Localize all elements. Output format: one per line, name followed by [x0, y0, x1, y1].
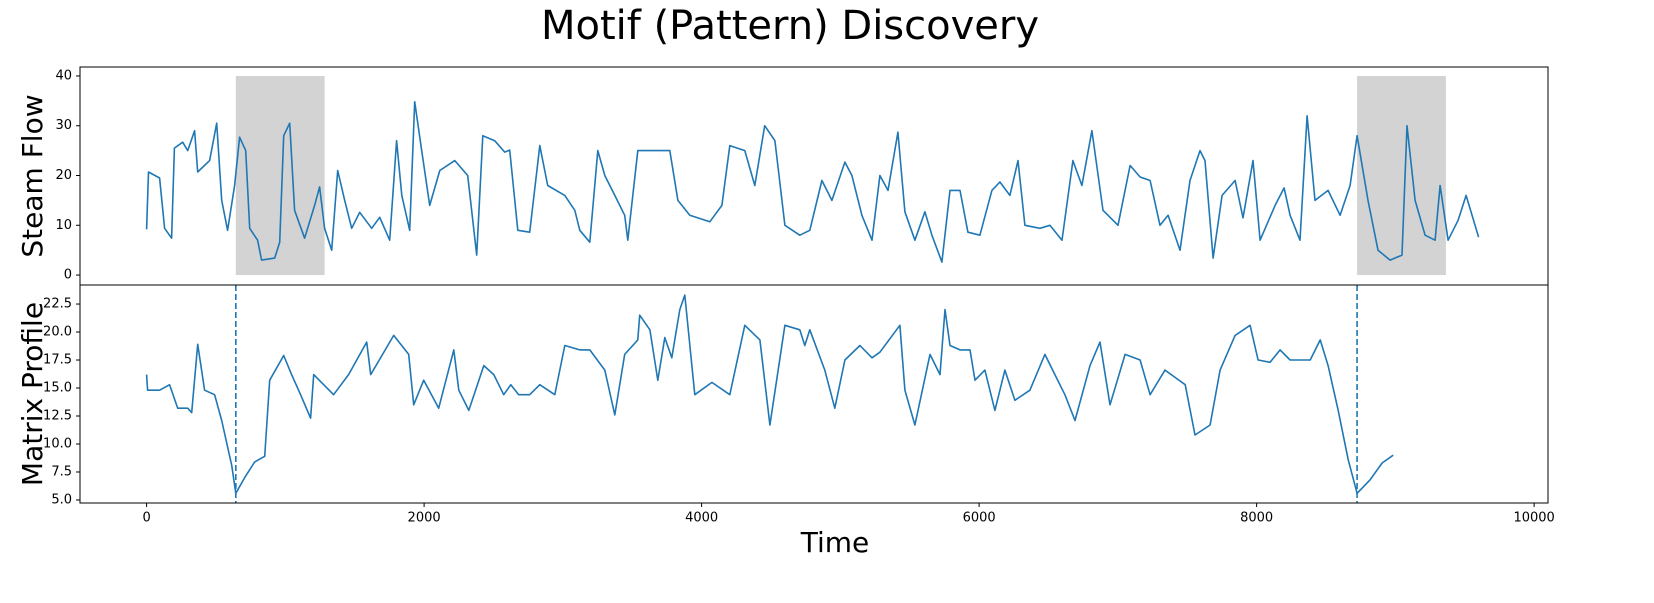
y-tick-label: 17.5 — [43, 353, 72, 368]
y-axis-label: Matrix Profile — [16, 302, 49, 486]
x-tick-label: 6000 — [963, 511, 996, 526]
y-tick-label: 40 — [55, 68, 72, 83]
y-tick-label: 0 — [64, 268, 72, 283]
motif-span — [235, 75, 325, 276]
motif-span — [1357, 75, 1446, 276]
plot-area — [145, 75, 1480, 276]
x-tick-label: 4000 — [685, 511, 718, 526]
y-tick-label: 7.5 — [51, 464, 72, 479]
y-tick-label: 20.0 — [43, 325, 72, 340]
data-line — [145, 294, 1394, 495]
x-tick-label: 10000 — [1513, 511, 1554, 526]
x-tick-label: 2000 — [408, 511, 441, 526]
y-axis-label: Steam Flow — [16, 94, 49, 257]
y-tick-label: 15.0 — [43, 381, 72, 396]
y-tick-label: 30 — [55, 118, 72, 133]
y-tick-label: 12.5 — [43, 409, 72, 424]
y-tick-label: 5.0 — [51, 492, 72, 507]
y-tick-label: 10.0 — [43, 436, 72, 451]
y-tick-label: 22.5 — [43, 297, 72, 312]
chart-title: Motif (Pattern) Discovery — [541, 3, 1039, 49]
y-tick-label: 10 — [55, 218, 72, 233]
x-tick-label: 0 — [142, 511, 150, 526]
axes-frame — [79, 284, 1549, 504]
x-tick-label: 8000 — [1240, 511, 1273, 526]
x-axis-label: Time — [800, 526, 870, 559]
plot-area — [145, 285, 1394, 503]
data-line — [145, 101, 1480, 263]
y-tick-label: 20 — [55, 168, 72, 183]
